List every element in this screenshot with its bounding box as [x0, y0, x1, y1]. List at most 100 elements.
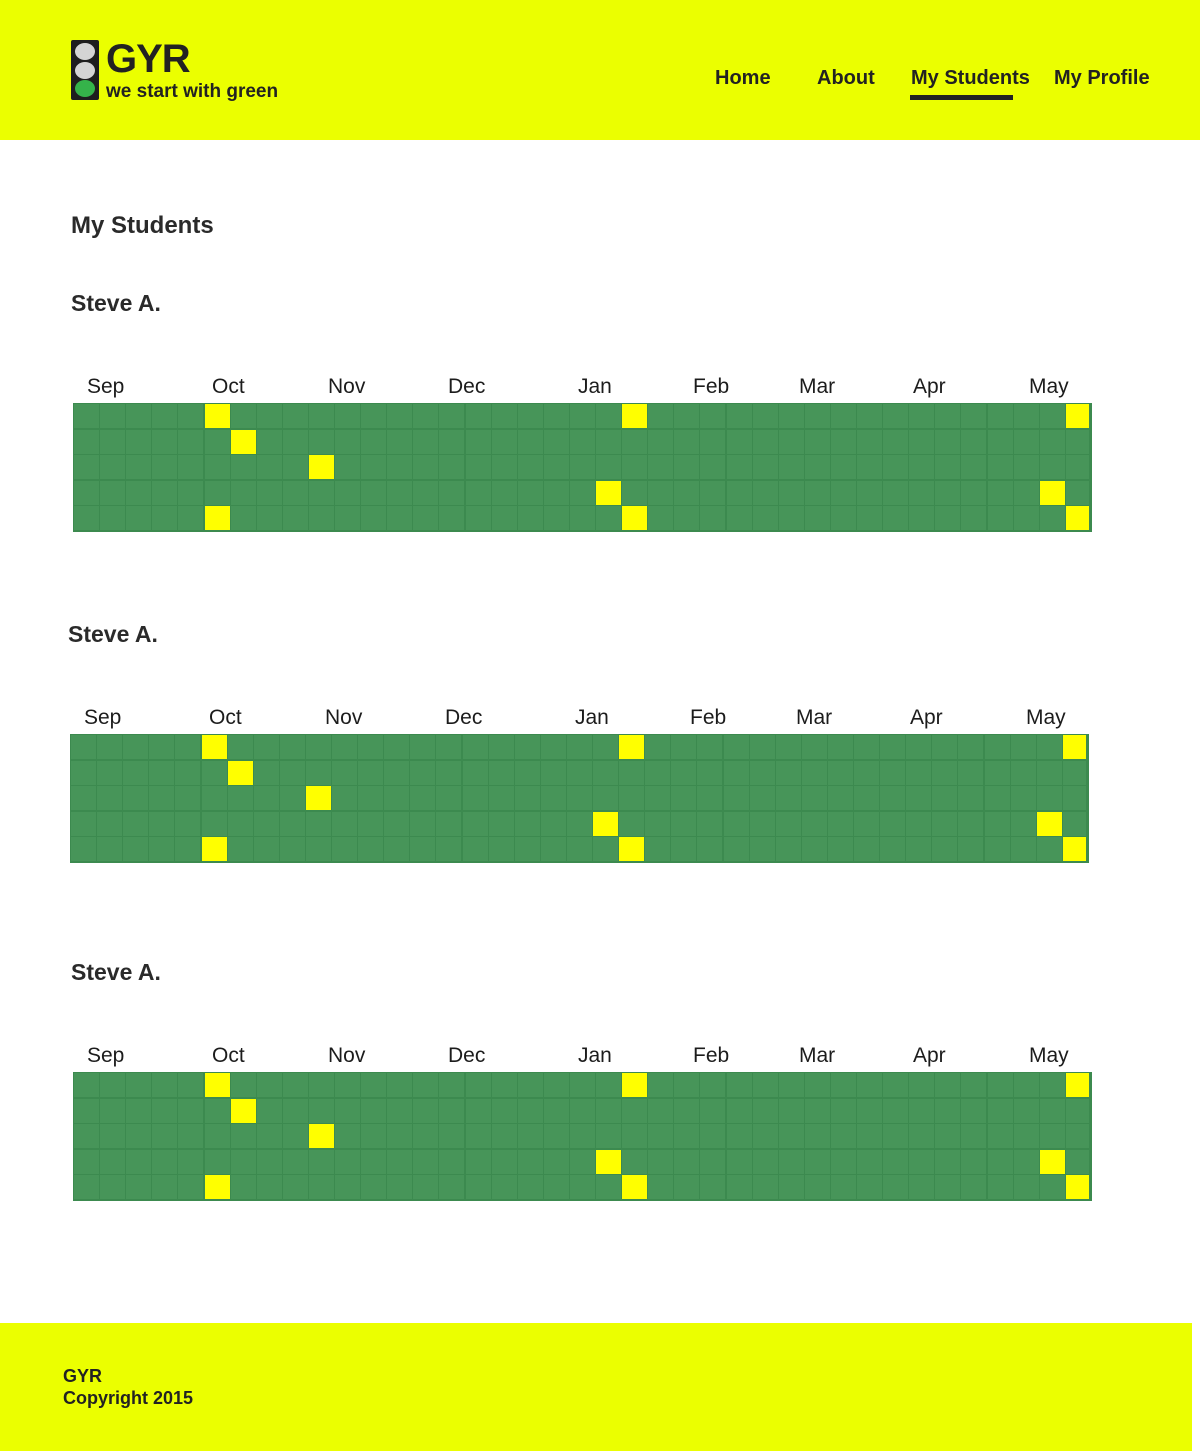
day-cell-green[interactable] [74, 506, 99, 531]
day-cell-green[interactable] [462, 735, 488, 759]
day-cell-green[interactable] [305, 837, 331, 862]
day-cell-green[interactable] [387, 404, 413, 428]
day-cell-green[interactable] [256, 1098, 282, 1123]
day-cell-green[interactable] [778, 1175, 804, 1200]
day-cell-green[interactable] [752, 1175, 778, 1200]
day-cell-green[interactable] [308, 1149, 334, 1174]
day-cell-green[interactable] [436, 811, 462, 836]
day-cell-yellow[interactable] [204, 1073, 230, 1097]
day-cell-green[interactable] [674, 1175, 700, 1200]
day-cell-green[interactable] [256, 1175, 282, 1200]
day-cell-green[interactable] [332, 735, 357, 759]
day-cell-green[interactable] [540, 735, 566, 759]
day-cell-green[interactable] [1013, 480, 1039, 505]
day-cell-green[interactable] [987, 429, 1013, 454]
day-cell-yellow[interactable] [1065, 404, 1089, 428]
day-cell-green[interactable] [1062, 760, 1086, 785]
day-cell-yellow[interactable] [619, 735, 645, 759]
day-cell-green[interactable] [256, 480, 282, 505]
day-cell-green[interactable] [958, 735, 984, 759]
day-cell-green[interactable] [100, 455, 126, 480]
day-cell-green[interactable] [358, 811, 384, 836]
day-cell-green[interactable] [465, 1149, 491, 1174]
day-cell-green[interactable] [880, 760, 906, 785]
day-cell-green[interactable] [726, 455, 752, 480]
day-cell-green[interactable] [566, 735, 592, 759]
day-cell-green[interactable] [961, 1073, 987, 1097]
day-cell-green[interactable] [1065, 429, 1089, 454]
day-cell-green[interactable] [883, 506, 909, 531]
day-cell-green[interactable] [932, 786, 958, 811]
day-cell-green[interactable] [749, 786, 775, 811]
day-cell-green[interactable] [152, 1124, 178, 1149]
day-cell-green[interactable] [149, 786, 175, 811]
day-cell-green[interactable] [749, 837, 775, 862]
day-cell-green[interactable] [671, 735, 697, 759]
day-cell-green[interactable] [126, 455, 152, 480]
day-cell-green[interactable] [700, 404, 726, 428]
day-cell-green[interactable] [801, 786, 827, 811]
day-cell-green[interactable] [74, 480, 99, 505]
day-cell-green[interactable] [1065, 1149, 1089, 1174]
day-cell-green[interactable] [619, 811, 645, 836]
day-cell-green[interactable] [697, 760, 723, 785]
day-cell-green[interactable] [279, 811, 305, 836]
day-cell-green[interactable] [909, 1073, 935, 1097]
day-cell-green[interactable] [749, 735, 775, 759]
day-cell-green[interactable] [74, 404, 99, 428]
day-cell-green[interactable] [958, 760, 984, 785]
day-cell-green[interactable] [358, 735, 384, 759]
day-cell-green[interactable] [517, 429, 543, 454]
day-cell-green[interactable] [413, 1098, 439, 1123]
day-cell-green[interactable] [1010, 735, 1036, 759]
day-cell-green[interactable] [178, 1124, 204, 1149]
day-cell-green[interactable] [149, 837, 175, 862]
day-cell-green[interactable] [279, 786, 305, 811]
day-cell-green[interactable] [671, 811, 697, 836]
day-cell-green[interactable] [622, 455, 648, 480]
day-cell-green[interactable] [71, 760, 96, 785]
day-cell-green[interactable] [1010, 760, 1036, 785]
day-cell-green[interactable] [517, 1175, 543, 1200]
day-cell-green[interactable] [308, 1073, 334, 1097]
day-cell-green[interactable] [227, 786, 253, 811]
day-cell-green[interactable] [596, 429, 621, 454]
day-cell-green[interactable] [201, 786, 227, 811]
day-cell-green[interactable] [384, 760, 410, 785]
day-cell-green[interactable] [387, 1098, 413, 1123]
day-cell-green[interactable] [361, 1175, 387, 1200]
day-cell-yellow[interactable] [596, 1149, 621, 1174]
day-cell-green[interactable] [335, 455, 360, 480]
day-cell-green[interactable] [178, 1175, 204, 1200]
day-cell-green[interactable] [935, 1149, 961, 1174]
day-cell-green[interactable] [256, 1073, 282, 1097]
day-cell-green[interactable] [100, 1124, 126, 1149]
day-cell-green[interactable] [883, 480, 909, 505]
day-cell-green[interactable] [987, 1073, 1013, 1097]
day-cell-green[interactable] [465, 404, 491, 428]
day-cell-green[interactable] [883, 1124, 909, 1149]
day-cell-green[interactable] [775, 837, 801, 862]
day-cell-green[interactable] [723, 760, 749, 785]
day-cell-green[interactable] [987, 404, 1013, 428]
day-cell-green[interactable] [671, 837, 697, 862]
day-cell-green[interactable] [648, 1124, 674, 1149]
day-cell-green[interactable] [1065, 480, 1089, 505]
day-cell-green[interactable] [201, 760, 227, 785]
day-cell-yellow[interactable] [622, 404, 648, 428]
day-cell-yellow[interactable] [230, 1098, 256, 1123]
day-cell-green[interactable] [305, 760, 331, 785]
day-cell-green[interactable] [410, 735, 436, 759]
day-cell-green[interactable] [439, 1175, 465, 1200]
day-cell-green[interactable] [100, 1175, 126, 1200]
day-cell-green[interactable] [1036, 837, 1062, 862]
day-cell-green[interactable] [126, 1175, 152, 1200]
day-cell-green[interactable] [230, 1124, 256, 1149]
day-cell-green[interactable] [906, 735, 932, 759]
day-cell-green[interactable] [880, 786, 906, 811]
day-cell-green[interactable] [387, 506, 413, 531]
day-cell-green[interactable] [253, 735, 279, 759]
day-cell-green[interactable] [857, 404, 882, 428]
day-cell-green[interactable] [593, 760, 618, 785]
day-cell-green[interactable] [880, 811, 906, 836]
